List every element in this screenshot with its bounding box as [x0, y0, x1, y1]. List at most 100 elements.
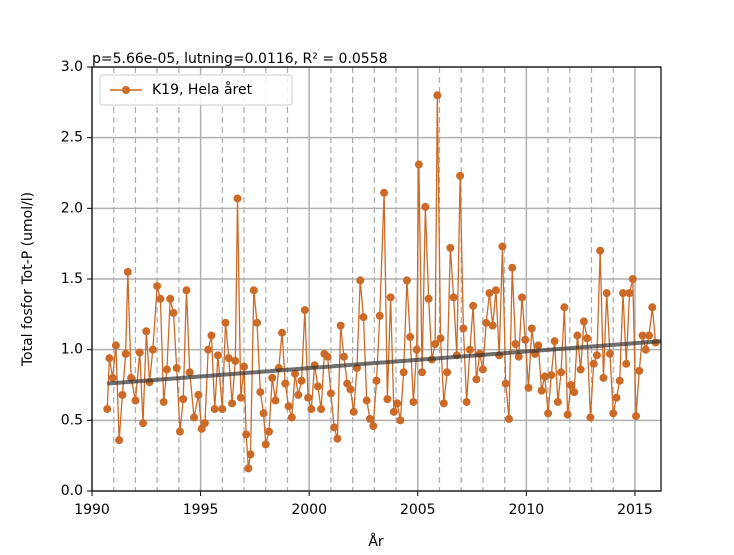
data-point	[589, 359, 598, 368]
data-point	[399, 368, 408, 377]
data-point	[336, 321, 345, 330]
data-point	[111, 341, 120, 350]
y-tick-label: 0.0	[61, 483, 83, 499]
data-point	[156, 294, 165, 303]
data-point	[224, 354, 233, 363]
data-point	[402, 276, 411, 285]
data-point	[307, 405, 316, 414]
data-point	[264, 427, 273, 436]
data-point	[389, 407, 398, 416]
data-point	[386, 293, 395, 302]
data-point	[602, 289, 611, 298]
data-point	[153, 282, 162, 291]
data-point	[412, 345, 421, 354]
data-point	[459, 324, 468, 333]
data-point	[618, 289, 627, 298]
data-point	[323, 352, 332, 361]
x-tick-label: 1990	[74, 502, 110, 518]
data-point	[560, 303, 569, 312]
data-point	[190, 413, 199, 422]
data-point	[424, 294, 433, 303]
data-point	[443, 368, 452, 377]
data-point	[326, 389, 335, 398]
data-point	[148, 345, 157, 354]
data-point	[449, 293, 458, 302]
data-point	[436, 334, 445, 343]
y-tick-label: 2.0	[61, 200, 83, 216]
data-point	[524, 383, 533, 392]
y-tick-label: 0.5	[61, 412, 83, 428]
data-point	[362, 396, 371, 405]
data-point	[240, 362, 249, 371]
data-point	[317, 405, 326, 414]
data-point	[268, 373, 277, 382]
data-point	[527, 324, 536, 333]
data-point	[491, 286, 500, 295]
data-point	[356, 276, 365, 285]
data-point	[414, 160, 423, 169]
data-point	[284, 402, 293, 411]
data-point	[605, 349, 614, 358]
data-point	[135, 348, 144, 357]
data-point	[469, 301, 478, 310]
data-point	[622, 359, 631, 368]
legend-box	[99, 74, 293, 106]
data-point	[592, 351, 601, 360]
data-point	[540, 372, 549, 381]
data-point	[586, 413, 595, 422]
plot-frame	[91, 66, 662, 492]
data-point	[244, 464, 253, 473]
data-point	[599, 373, 608, 382]
data-point	[194, 390, 203, 399]
y-tick-label: 2.5	[61, 130, 83, 146]
data-point	[501, 379, 510, 388]
data-point	[508, 263, 517, 272]
data-point	[570, 388, 579, 397]
data-point	[330, 423, 339, 432]
data-point	[596, 246, 605, 255]
data-point	[648, 303, 657, 312]
y-axis-label: Total fosfor Tot-P (umol/l)	[20, 192, 36, 367]
data-point	[521, 335, 530, 344]
x-tick-label: 2000	[291, 502, 327, 518]
data-point	[103, 405, 112, 414]
y-tick-label: 1.0	[61, 342, 83, 358]
data-point	[281, 379, 290, 388]
data-point	[534, 341, 543, 350]
data-point	[204, 345, 213, 354]
data-point	[349, 407, 358, 416]
data-point	[300, 306, 309, 315]
data-point	[118, 390, 127, 399]
data-point	[625, 289, 634, 298]
data-point	[418, 368, 427, 377]
chart-title: p=5.66e-05, lutning=0.0116, R² = 0.0558	[92, 51, 388, 67]
data-point	[313, 382, 322, 391]
data-point	[131, 396, 140, 405]
data-point	[433, 91, 442, 100]
data-point	[421, 202, 430, 211]
data-point	[615, 376, 624, 385]
data-point	[579, 317, 588, 326]
data-point	[380, 188, 389, 197]
data-point	[553, 397, 562, 406]
data-point	[233, 194, 242, 203]
trend-line	[107, 339, 661, 386]
data-point	[108, 373, 117, 382]
data-point	[142, 327, 151, 336]
data-point	[253, 318, 262, 327]
data-point	[359, 313, 368, 322]
data-point	[200, 419, 209, 428]
data-point	[409, 397, 418, 406]
data-point	[576, 365, 585, 374]
data-point	[162, 365, 171, 374]
data-point	[256, 388, 265, 397]
data-point	[632, 412, 641, 421]
data-point	[462, 397, 471, 406]
data-point	[105, 354, 114, 363]
data-point	[121, 349, 130, 358]
data-point	[645, 331, 654, 340]
data-point	[259, 409, 268, 418]
data-point	[179, 395, 188, 404]
data-point	[172, 364, 181, 373]
